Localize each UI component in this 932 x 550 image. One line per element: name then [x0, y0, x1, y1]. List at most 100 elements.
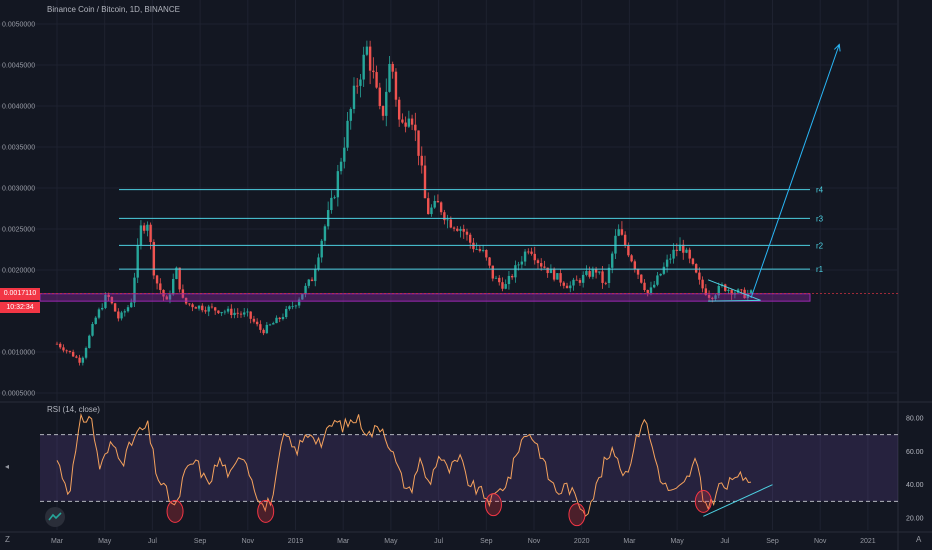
candle-body [436, 200, 440, 203]
candle-body [446, 219, 449, 221]
candle-body [507, 276, 511, 285]
candle-body [711, 297, 714, 299]
rsi-title: RSI (14, close) [47, 405, 100, 414]
axes: Mar May Jul Sep Nov 2019 Mar May Jul Sep Nov 2020 Ma… [2, 22, 924, 546]
candle-body [414, 124, 417, 131]
x-tick-label: Mar [623, 538, 636, 545]
candle-body [226, 308, 230, 312]
candle-body [433, 200, 436, 208]
candle-body [614, 235, 617, 254]
oversold-highlight-circle [257, 499, 275, 523]
candle-body [691, 258, 695, 265]
x-tick-label: May [670, 538, 684, 545]
candle-body [217, 310, 220, 314]
candle-body [591, 268, 595, 277]
candle-body [465, 231, 469, 235]
candle-body [243, 312, 246, 315]
candle-body [172, 278, 175, 295]
price-tick-label: 0.0035000 [2, 145, 35, 152]
x-tick-label: Nov [528, 538, 541, 545]
candle-body [656, 275, 659, 285]
candle-body [420, 155, 423, 166]
candle-body [343, 147, 346, 162]
zoom-button[interactable]: Z [5, 535, 10, 544]
candle-body [562, 282, 566, 286]
x-tick-label: Jul [434, 538, 443, 545]
candle-body [694, 264, 698, 273]
candle-body [201, 305, 204, 311]
candle-body [288, 306, 291, 309]
candle-body [665, 259, 669, 267]
candle-body [310, 279, 314, 282]
candle-body [559, 273, 562, 283]
candle-body [230, 308, 233, 316]
candle-body [126, 307, 130, 312]
x-tick-label: Sep [194, 538, 207, 545]
candle-body [175, 267, 178, 279]
candle-body [704, 288, 708, 295]
candle-body [652, 284, 656, 288]
candle-body [278, 317, 281, 320]
candle-body [78, 357, 81, 363]
x-tick-label: Jul [720, 538, 729, 545]
collapse-arrow-icon[interactable]: ◂ [5, 462, 10, 471]
candle-body [110, 296, 114, 304]
candle-body [352, 85, 356, 109]
rsi-line [56, 412, 752, 517]
x-tick-label: Nov [242, 538, 255, 545]
candle-body [527, 251, 530, 253]
candle-body [439, 202, 443, 213]
candle-body [133, 277, 136, 303]
candle-body [178, 267, 181, 290]
candle-body [423, 165, 427, 199]
candle-body [259, 324, 262, 330]
candle-body [388, 63, 391, 92]
price-tick-label: 0.0025000 [2, 227, 35, 234]
candle-body [682, 244, 685, 253]
candle-body [475, 249, 478, 250]
candle-body [662, 266, 666, 274]
candle-body [255, 321, 259, 325]
candle-body [556, 273, 559, 280]
candle-body [323, 226, 327, 241]
candle-body [607, 267, 611, 284]
auto-scale-button[interactable]: A [916, 535, 922, 544]
candle-body [701, 279, 704, 289]
candle-body [246, 311, 249, 313]
candle-body [569, 285, 572, 289]
candle-body [265, 324, 269, 334]
candle-body [552, 268, 556, 280]
price-tick-label: 0.0005000 [2, 391, 35, 398]
x-tick-label: May [384, 538, 398, 545]
candle-body [356, 85, 359, 87]
candle-body [740, 289, 743, 291]
candle-body [646, 289, 649, 293]
candle-body [291, 306, 294, 308]
rsi-tick-label: 40.00 [906, 482, 924, 489]
rsi-tick-label: 60.00 [906, 449, 924, 456]
candle-body [588, 271, 591, 277]
candle-body [320, 240, 323, 258]
candle-body [394, 71, 398, 100]
price-tick-label: 0.0010000 [2, 350, 35, 357]
price-pane: r4 r3 r2 r1 [39, 40, 898, 366]
candle-body [130, 302, 133, 308]
tradingview-logo-icon[interactable] [45, 507, 65, 527]
projection-arrow-head [833, 43, 841, 52]
candle-body [155, 275, 159, 284]
candle-body [498, 277, 501, 283]
candle-body [252, 318, 256, 322]
candle-body [365, 46, 369, 55]
rsi-band-fill [40, 434, 898, 502]
candle-body [627, 245, 630, 256]
candle-body [297, 299, 301, 306]
candle-body [97, 309, 101, 318]
candle-body [533, 253, 536, 261]
candle-body [239, 313, 243, 315]
candle-body [488, 257, 491, 266]
candle-body [585, 271, 588, 275]
candle-body [165, 296, 168, 300]
candle-body [91, 323, 94, 336]
candle-body [152, 242, 156, 276]
